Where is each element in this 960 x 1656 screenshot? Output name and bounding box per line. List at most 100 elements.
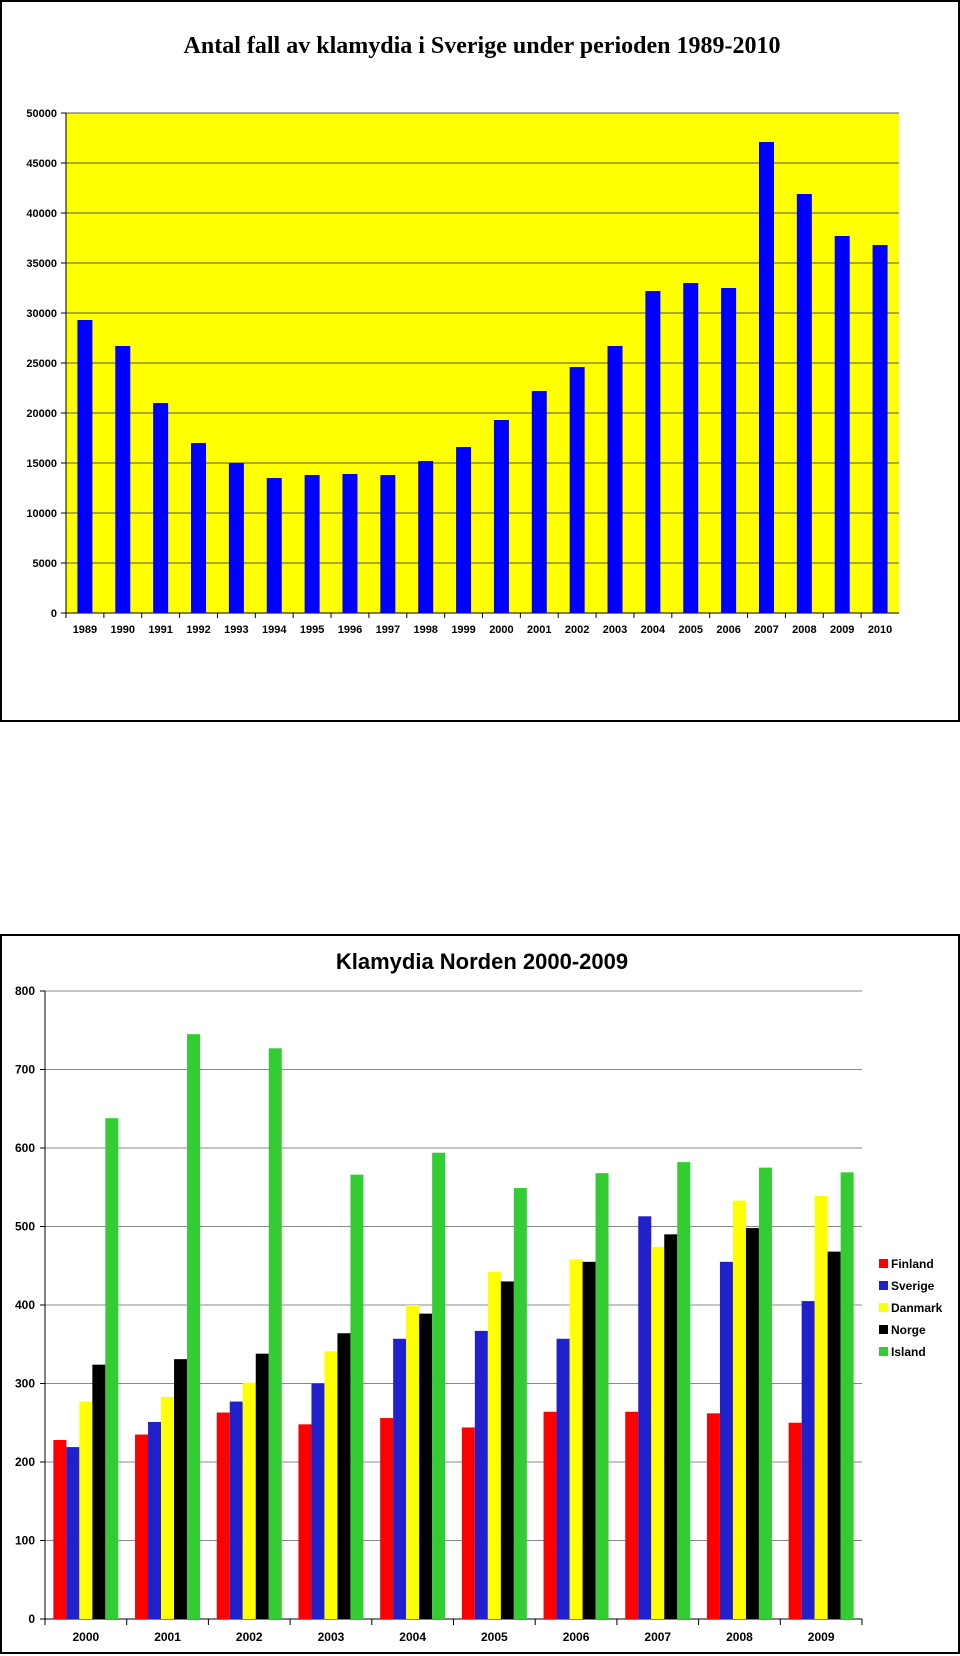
bar-sverige-2009: [801, 1301, 815, 1619]
x-tick-label: 2001: [154, 1630, 181, 1644]
bar-island-2008: [758, 1167, 772, 1619]
bar-danmark-2008: [732, 1200, 746, 1619]
legend-swatch-danmark: [879, 1303, 888, 1312]
legend-swatch-island: [879, 1347, 888, 1356]
bar-danmark-2007: [651, 1246, 665, 1619]
bar-island-2003: [350, 1174, 364, 1619]
bar-finland-2003: [298, 1424, 312, 1619]
bar-norge-2004: [419, 1313, 433, 1619]
bar-norge-2005: [500, 1281, 514, 1619]
x-tick-label: 2008: [792, 624, 816, 636]
x-tick-label: 2005: [481, 1630, 508, 1644]
bar-1994: [266, 478, 282, 613]
bar-sverige-2002: [229, 1401, 243, 1619]
x-tick-label: 1990: [111, 624, 135, 636]
bar-finland-2001: [135, 1434, 149, 1619]
x-tick-label: 2002: [565, 624, 589, 636]
bar-2001: [531, 391, 547, 613]
legend-swatch-norge: [879, 1325, 888, 1334]
legend: Finland Sverige Danmark Norge Island: [879, 1257, 943, 1359]
y-tick-label: 300: [15, 1377, 35, 1391]
chart-frame-sweden: Antal fall av klamydia i Sverige under p…: [0, 0, 960, 722]
legend-label-norge: Norge: [891, 1323, 926, 1337]
bar-sverige-2005: [474, 1330, 488, 1619]
bar-2006: [721, 288, 737, 613]
bar-1999: [456, 447, 472, 613]
bar-1993: [228, 463, 244, 613]
bar-island-2007: [677, 1162, 691, 1619]
y-tick-label: 45000: [26, 158, 57, 170]
bar-norge-2000: [92, 1364, 106, 1619]
bar-2005: [683, 283, 699, 613]
bar-danmark-2002: [242, 1382, 256, 1619]
y-tick-label: 800: [15, 984, 35, 998]
bar-finland-2008: [706, 1413, 720, 1619]
y-tick-label: 50000: [26, 108, 57, 120]
bar-2007: [758, 142, 774, 613]
chart-nordic: Klamydia Norden 2000-2009 0 100 200 300 400 50…: [15, 949, 943, 1644]
bar-island-2001: [187, 1034, 201, 1619]
y-tick-label: 0: [51, 608, 57, 620]
bar-norge-2008: [745, 1228, 759, 1619]
x-tick-label: 2007: [644, 1630, 671, 1644]
bar-2000: [493, 420, 509, 613]
y-tick-label: 15000: [26, 458, 57, 470]
bar-sverige-2001: [148, 1421, 162, 1619]
x-tick-label: 2007: [754, 624, 778, 636]
y-tick-label: 400: [15, 1298, 35, 1312]
bar-norge-2003: [337, 1333, 351, 1619]
bar-1998: [418, 461, 434, 613]
bar-island-2006: [595, 1173, 609, 1619]
bar-danmark-2003: [324, 1351, 338, 1619]
x-tick-label: 1993: [224, 624, 248, 636]
x-tick-label: 1995: [300, 624, 324, 636]
x-tick-label: 1991: [148, 624, 172, 636]
bar-2009: [834, 236, 850, 613]
x-tick-label: 2003: [603, 624, 627, 636]
bar-2010: [872, 245, 888, 613]
y-tick-label: 0: [28, 1612, 35, 1626]
bar-1989: [77, 320, 93, 613]
y-tick-label: 35000: [26, 258, 57, 270]
bar-danmark-2000: [79, 1401, 93, 1619]
bar-island-2005: [513, 1188, 527, 1619]
bar-finland-2009: [788, 1422, 802, 1619]
y-tick-label: 500: [15, 1220, 35, 1234]
bar-finland-2000: [53, 1440, 67, 1619]
bar-danmark-2004: [406, 1305, 420, 1619]
bar-norge-2009: [827, 1251, 841, 1619]
x-tick-label: 1998: [413, 624, 437, 636]
x-tick-label: 2008: [726, 1630, 753, 1644]
chart-title: Klamydia Norden 2000-2009: [336, 949, 628, 974]
x-tick-label: 2002: [236, 1630, 263, 1644]
bar-1996: [342, 474, 358, 613]
bar-norge-2002: [255, 1353, 269, 1619]
x-tick-label: 2010: [868, 624, 892, 636]
y-tick-label: 10000: [26, 508, 57, 520]
bar-sverige-2006: [556, 1338, 570, 1619]
y-tick-label: 30000: [26, 308, 57, 320]
bar-danmark-2006: [569, 1259, 583, 1619]
bar-1992: [191, 443, 207, 613]
bar-danmark-2005: [487, 1272, 501, 1619]
x-tick-label: 2000: [489, 624, 513, 636]
chart-title: Antal fall av klamydia i Sverige under p…: [184, 33, 781, 59]
bar-2004: [645, 291, 661, 613]
x-tick-label: 1992: [186, 624, 210, 636]
bar-finland-2006: [543, 1411, 557, 1619]
chart-sweden: Antal fall av klamydia i Sverige under p…: [26, 33, 899, 636]
y-tick-label: 5000: [33, 558, 57, 570]
x-tick-label: 2004: [641, 624, 666, 636]
bar-1995: [304, 475, 320, 613]
bar-finland-2002: [216, 1412, 230, 1619]
bar-danmark-2001: [161, 1396, 175, 1619]
bar-danmark-2009: [814, 1195, 828, 1619]
y-tick-label: 40000: [26, 208, 57, 220]
y-tick-label: 25000: [26, 358, 57, 370]
legend-label-sverige: Sverige: [891, 1279, 935, 1293]
x-tick-label: 1994: [262, 624, 287, 636]
x-tick-label: 2004: [399, 1630, 426, 1644]
legend-label-danmark: Danmark: [891, 1301, 943, 1315]
bar-finland-2005: [461, 1427, 475, 1619]
bar-sverige-2007: [638, 1216, 652, 1619]
